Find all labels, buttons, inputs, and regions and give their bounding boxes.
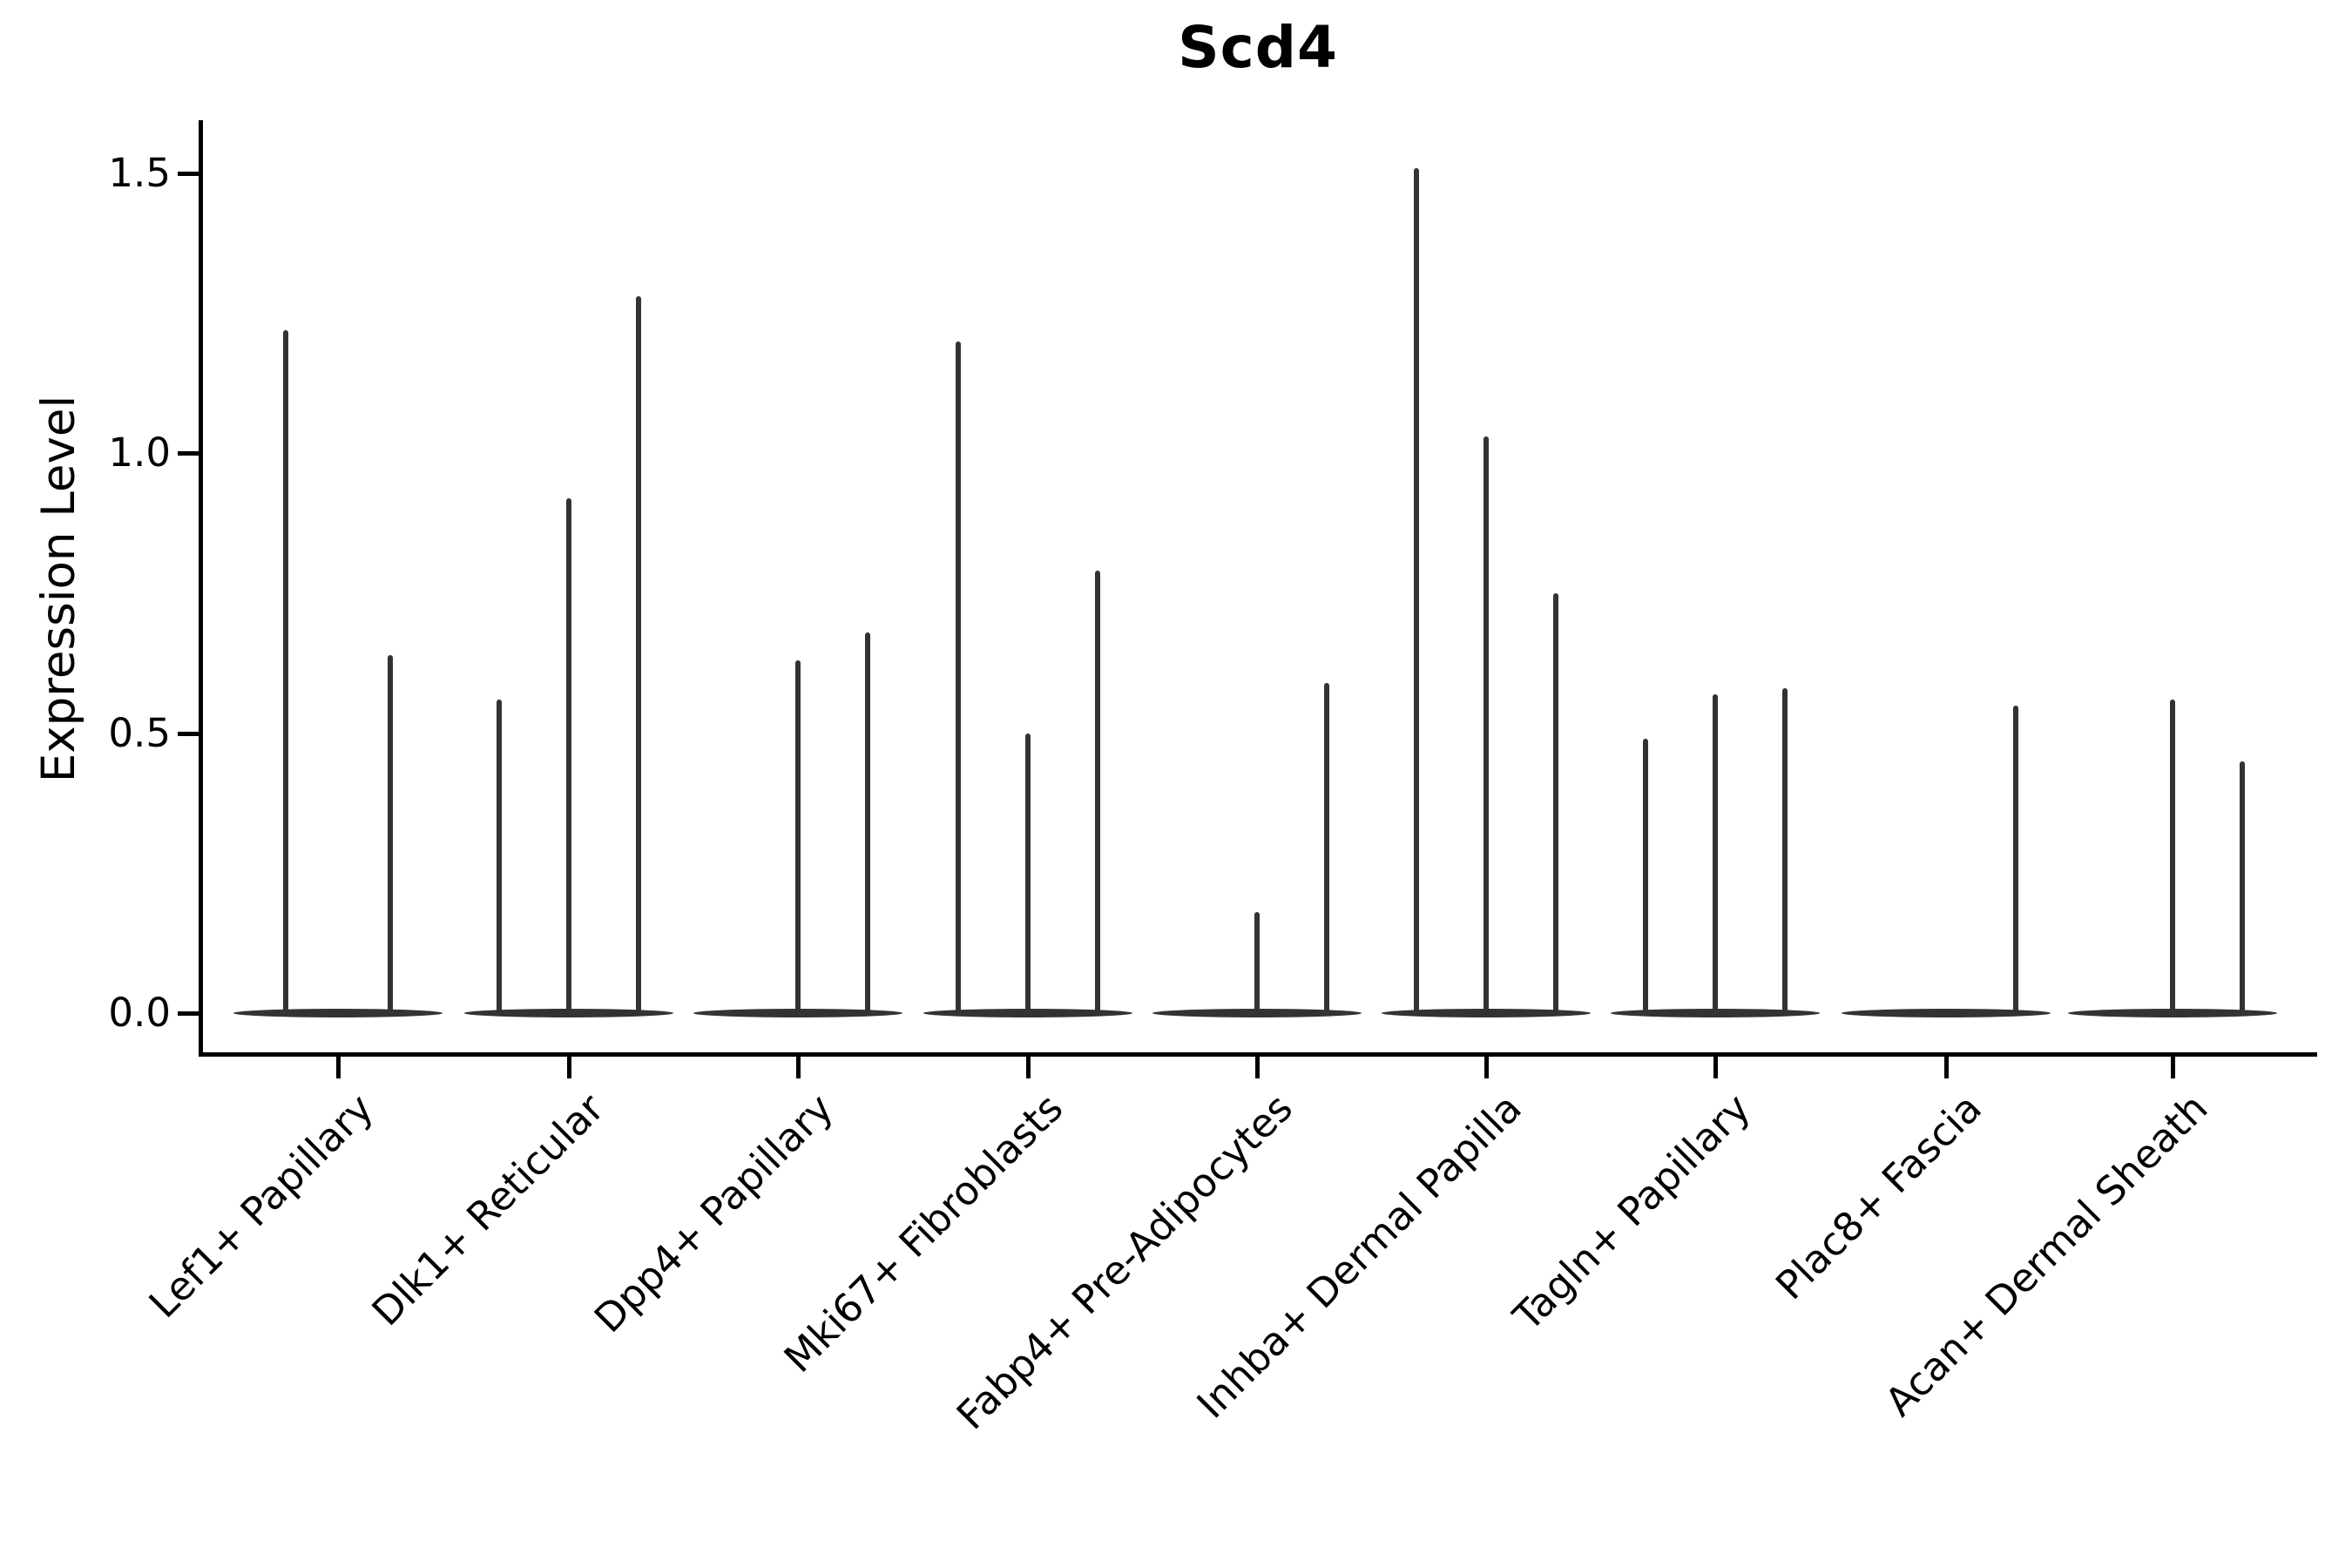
violin-spike [1553, 592, 1558, 1015]
violin-spike [1324, 682, 1329, 1015]
x-axis-tick [1026, 1056, 1031, 1078]
x-axis-tick [1484, 1056, 1489, 1078]
y-axis-tick-label: 0.0 [108, 990, 171, 1036]
violin-spike [1254, 912, 1260, 1015]
y-axis-tick-label: 0.5 [108, 709, 171, 756]
x-axis-tick-label: Acan+ Dermal Sheath [1314, 1085, 2217, 1425]
violin-spike [1713, 693, 1718, 1015]
violin-spike [283, 329, 288, 1015]
violin-spike [388, 654, 393, 1015]
violin-spike [636, 296, 641, 1015]
x-axis-tick [796, 1056, 801, 1078]
x-axis-spine [199, 1052, 2317, 1057]
x-axis-tick [336, 1056, 341, 1078]
x-axis-tick [1255, 1056, 1260, 1078]
violin-spike [1414, 167, 1419, 1015]
y-axis-tick [178, 171, 200, 176]
violin-spike [1643, 739, 1648, 1015]
violin-spike [566, 497, 571, 1015]
violin-spike [2170, 700, 2175, 1015]
violin-spike [865, 632, 870, 1015]
violin-baseline [1842, 1009, 2051, 1017]
y-axis-tick-label: 1.0 [108, 429, 171, 476]
violin-spike [2013, 705, 2018, 1015]
x-axis-tick [2171, 1056, 2175, 1078]
chart-title: Scd4 [1178, 14, 1338, 81]
x-axis-tick [1944, 1056, 1949, 1078]
violin-spike [956, 341, 961, 1015]
violin-spike [795, 660, 801, 1015]
violin-spike [1095, 571, 1100, 1015]
violin-spike [1484, 436, 1489, 1015]
violin-spike [497, 700, 502, 1015]
x-axis-tick [567, 1056, 571, 1078]
violin-spike [2240, 760, 2245, 1015]
violin-spike [1782, 688, 1788, 1015]
y-axis-spine [199, 120, 203, 1056]
y-axis-tick [178, 451, 200, 456]
y-axis-tick [178, 1011, 200, 1016]
y-axis-tick-label: 1.5 [108, 149, 171, 196]
y-axis-tick [178, 731, 200, 736]
violin-baseline [233, 1009, 443, 1017]
violin-spike [1025, 733, 1031, 1015]
x-axis-tick [1713, 1056, 1718, 1078]
